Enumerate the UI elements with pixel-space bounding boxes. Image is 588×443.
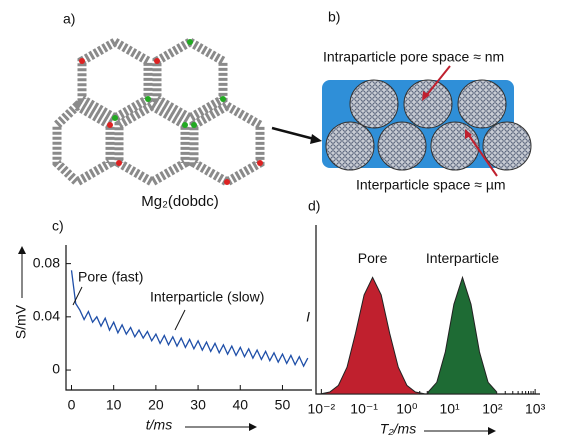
x-tick-label: 10 [106,397,122,413]
annotation-pointer [174,309,186,331]
peak-label: Interparticle [426,250,499,266]
peak [427,275,498,395]
x-tick-label: 10⁻¹ [350,401,378,417]
x-tick-label: 10⁰ [396,401,418,417]
charts: c) 0 10 20 30 40 50 0 0.04 0.08 t/ms S/mV Pore (fast… [13,198,546,437]
arrow [271,126,319,142]
arrow [425,65,451,97]
arrow-head [465,129,472,139]
signal-line [70,270,309,368]
panel-label: c) [52,218,64,234]
axis-arrow-head [249,423,257,431]
annotation: Interparticle (slow) [150,289,264,305]
x-tick-label: 30 [190,397,206,413]
annotation: Pore (fast) [78,269,143,285]
arrow [467,133,498,177]
peak-label: Pore [358,250,388,266]
x-tick-label: 50 [275,397,291,413]
x-tick-label: 10¹ [439,401,460,417]
panel-label: b) [328,9,340,25]
x-tick-label: 10² [482,401,503,417]
y-tick-label: 0 [52,361,60,377]
framework-atoms [79,39,263,185]
x-tick-label: 40 [232,397,248,413]
x-tick-label: 0 [68,397,76,413]
y-tick-label: 0.04 [33,308,60,324]
axis-arrow-head [488,427,496,435]
axis-arrow-head [18,246,26,254]
x-axis-label: T₂/ms [380,421,416,437]
axes [65,245,312,391]
y-tick-label: 0.08 [33,254,60,270]
arrow-head [422,91,430,101]
x-tick-label: 10⁻² [308,401,336,417]
panel-label: a) [63,11,75,27]
caption: Mg₂(dobdc) [141,193,219,210]
arrow-head [310,134,322,144]
annotation-pointer [72,286,83,306]
y-axis-label: I [306,309,310,325]
y-axis-label: S/mV [13,304,29,339]
annotation: Intraparticle pore space ≈ nm [323,49,504,65]
x-tick-label: 10³ [525,401,546,417]
x-axis-label: t/ms [146,417,172,433]
x-tick-label: 20 [148,397,164,413]
panel-label: d) [308,198,320,214]
annotation: Interparticle space ≈ µm [356,177,506,193]
peak [320,276,425,395]
